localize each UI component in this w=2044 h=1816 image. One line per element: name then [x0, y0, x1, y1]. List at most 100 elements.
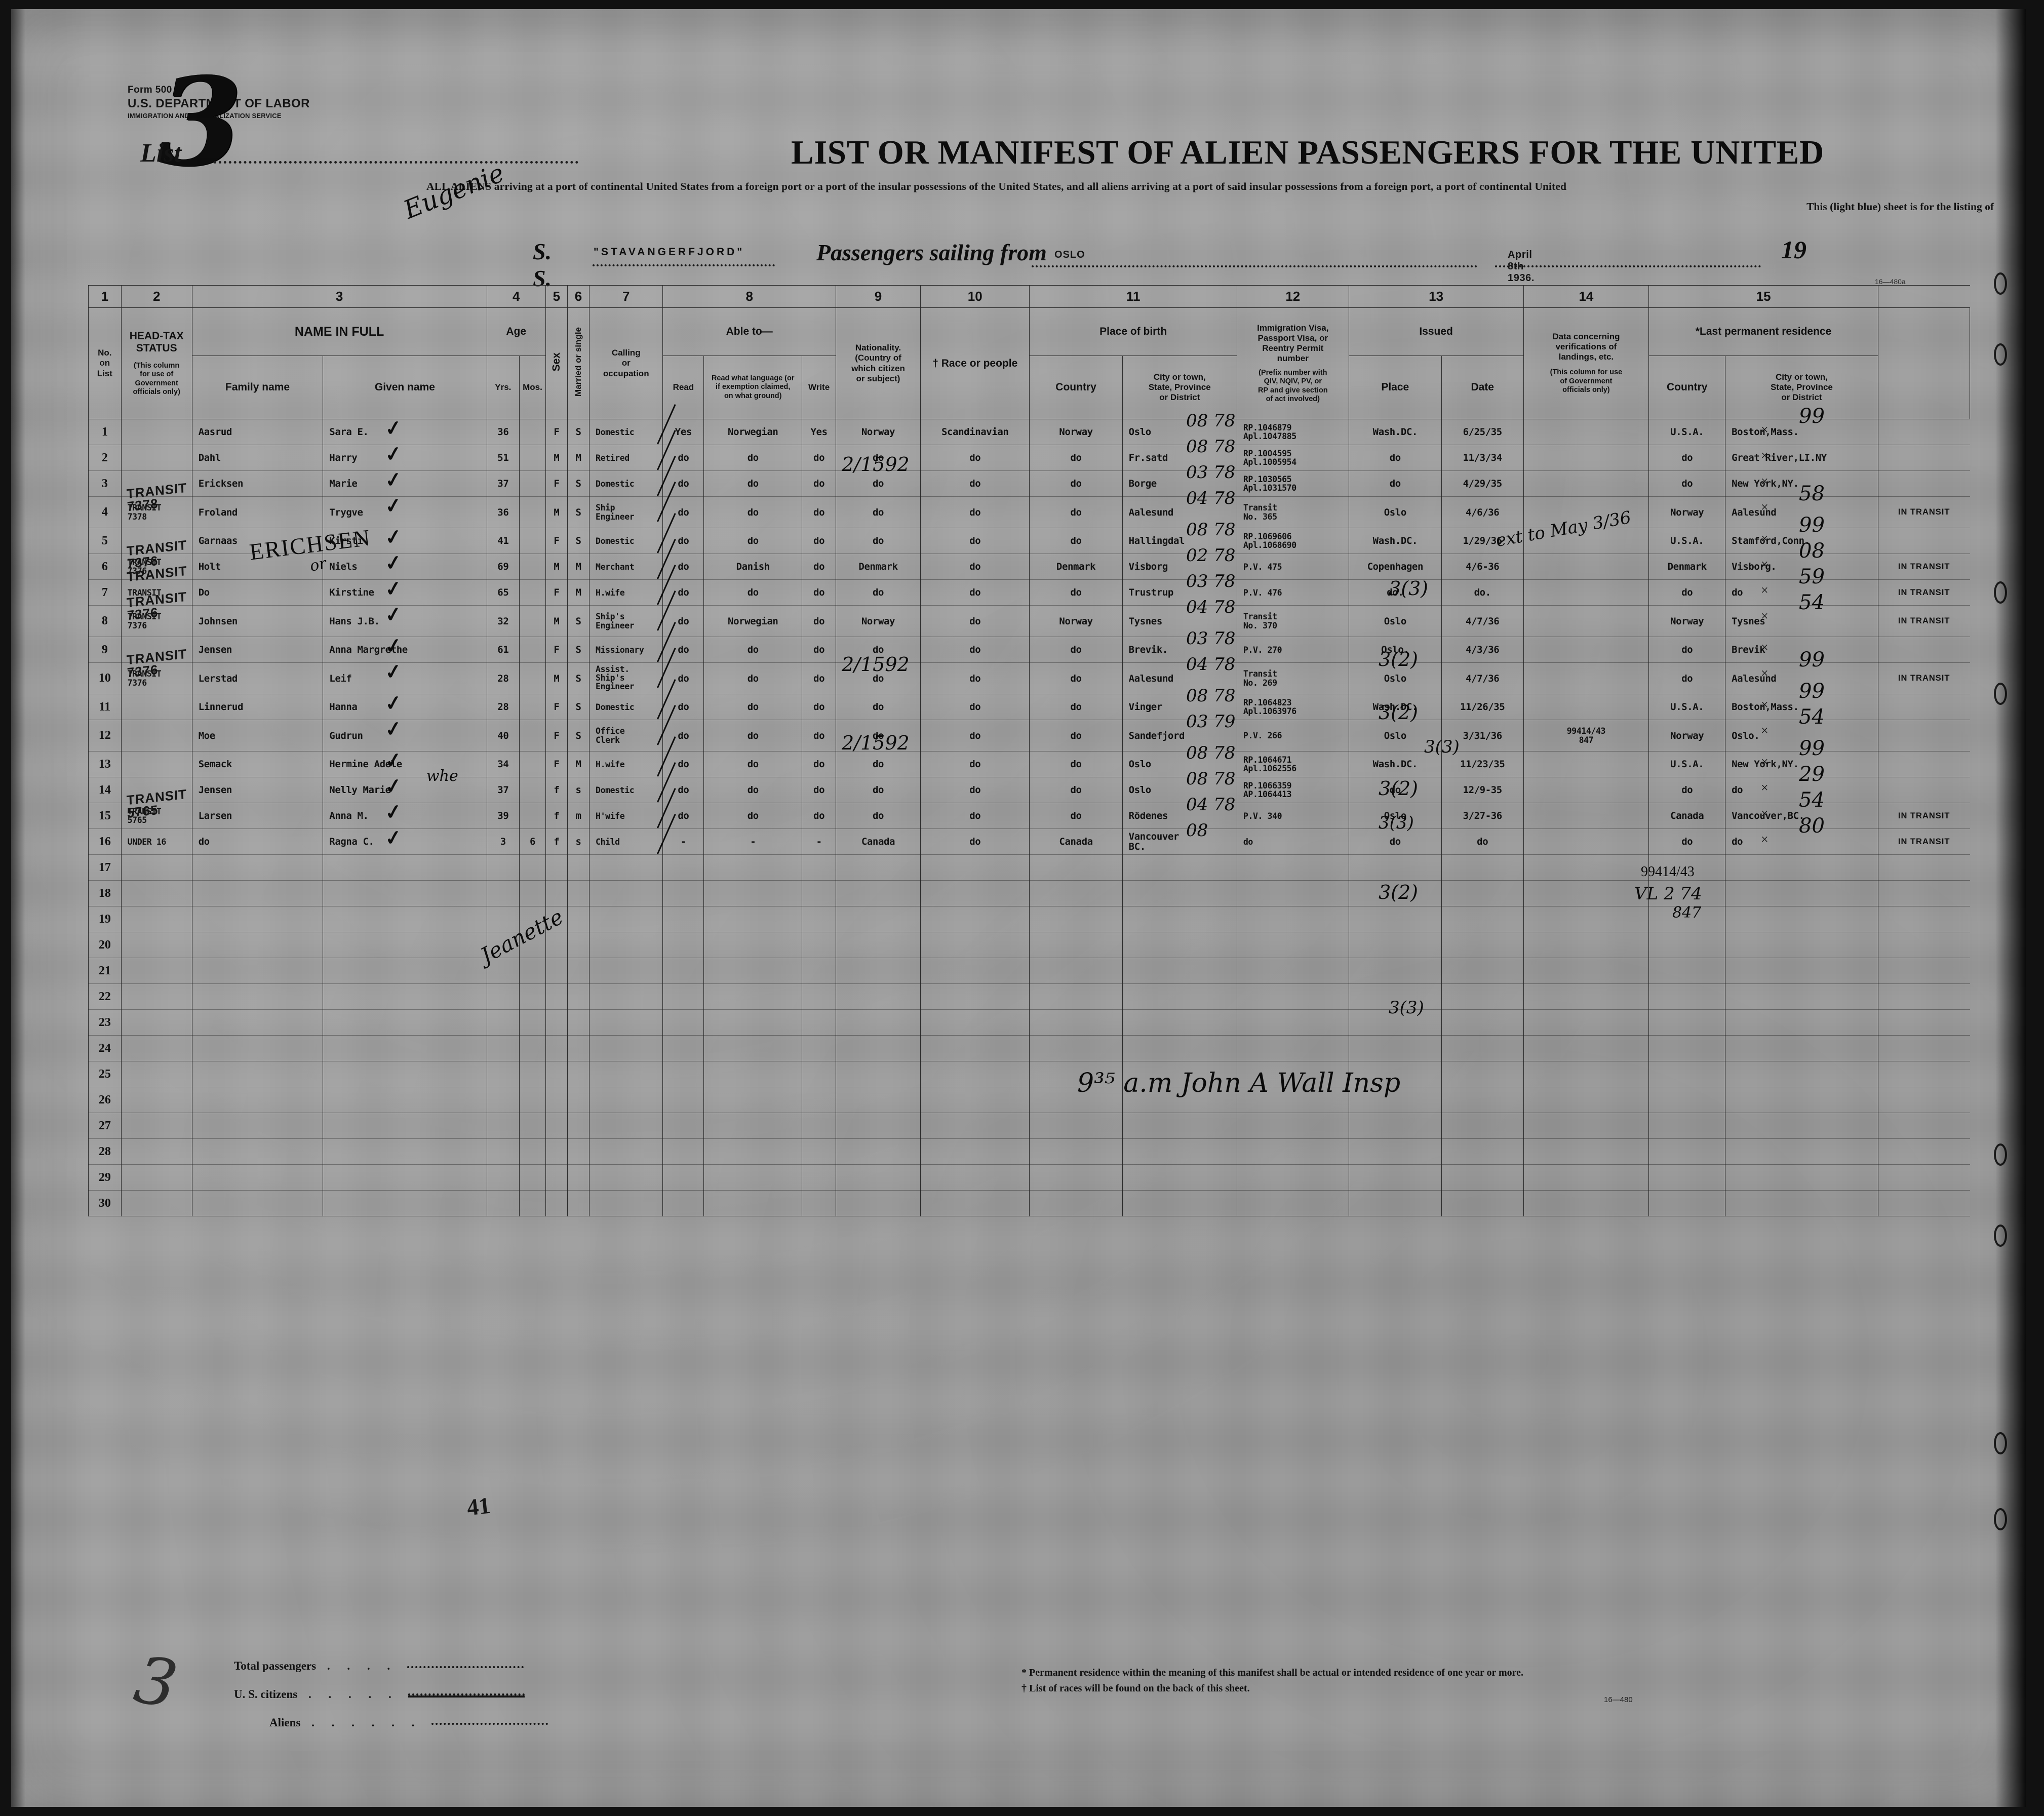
cell-verif	[1523, 419, 1649, 445]
cell-visa: RP.1066359 AP.1064413	[1236, 777, 1349, 803]
cell-issued-place: do	[1348, 777, 1442, 803]
cell-headtax	[121, 1164, 192, 1191]
header-race-or-people: † Race or people	[920, 307, 1030, 419]
cell-birth-city	[1122, 906, 1237, 932]
cell-write: do	[802, 803, 836, 829]
row-number: 16	[88, 828, 122, 855]
cell-birth-country	[1029, 958, 1123, 984]
cell-read: do	[662, 803, 704, 829]
cell-calling: Merchant	[589, 554, 663, 580]
cell-calling	[589, 1138, 663, 1165]
cell-ms: S	[567, 694, 590, 720]
cell-read: do	[662, 528, 704, 554]
cell-birth-country	[1029, 932, 1123, 958]
cell-issued-place: Oslo	[1348, 496, 1442, 528]
aliens-label: Aliens	[269, 1716, 301, 1729]
cell-lang	[703, 1061, 803, 1087]
sailing-port-rule	[1032, 265, 1477, 267]
cell-birth-city: Aalesund	[1122, 496, 1237, 528]
cell-mos	[519, 958, 546, 984]
cell-issued-place: Wash.DC.	[1348, 528, 1442, 554]
cell-res-city: Aalesund	[1725, 496, 1878, 528]
cell-res-city: Visborg.	[1725, 554, 1878, 580]
cell-verif	[1523, 932, 1649, 958]
cell-nationality	[835, 1087, 921, 1113]
cell-lang	[703, 932, 803, 958]
cell-race	[920, 1087, 1030, 1113]
cell-verif	[1523, 445, 1649, 471]
cell-nationality: Canada	[835, 828, 921, 855]
cell-birth-country: do	[1029, 777, 1123, 803]
cell-family	[191, 880, 324, 906]
cell-visa: P.V. 475	[1236, 554, 1349, 580]
cell-lang: Norwegian	[703, 419, 803, 445]
table-row: 16 UNDER 16 do Ragna C. 3 6 f s Child - - - Canada do…	[88, 828, 1970, 855]
header-place-of-birth: Place of birth	[1029, 307, 1237, 356]
cell-lang	[703, 983, 803, 1010]
cell-in-transit-stamp: IN TRANSIT	[1878, 579, 1970, 606]
cell-family: Linnerud	[191, 694, 324, 720]
cell-birth-city	[1122, 1190, 1237, 1216]
cell-sex: F	[545, 694, 568, 720]
cell-calling: Missionary	[589, 637, 663, 663]
cell-issued-place	[1348, 1035, 1442, 1061]
cell-res-city: Oslo.	[1725, 720, 1878, 752]
cell-in-transit-stamp	[1878, 932, 1970, 958]
cell-nationality: do	[835, 637, 921, 663]
cell-visa	[1236, 1087, 1349, 1113]
cell-in-transit-stamp	[1878, 1061, 1970, 1087]
cell-yrs	[486, 1113, 520, 1139]
cell-issued-date	[1441, 983, 1524, 1010]
colnum-5: 5	[545, 285, 568, 308]
cell-verif	[1523, 906, 1649, 932]
pencil-mark-41: 41	[465, 1492, 492, 1521]
cell-ms	[567, 1087, 590, 1113]
row-number: 3	[88, 470, 122, 497]
cell-headtax	[121, 1138, 192, 1165]
cell-family: Jensen	[191, 777, 324, 803]
cell-read: do	[662, 470, 704, 497]
cell-yrs: 28	[486, 662, 520, 694]
cell-verif	[1523, 751, 1649, 777]
cell-birth-country	[1029, 1138, 1123, 1165]
cell-verif	[1523, 1087, 1649, 1113]
cell-ms	[567, 906, 590, 932]
cell-birth-city: Visborg	[1122, 554, 1237, 580]
cell-res-country	[1648, 1035, 1726, 1061]
ss-label: S. S.	[533, 239, 552, 291]
cell-birth-country: do	[1029, 694, 1123, 720]
row-number: 15	[88, 803, 122, 829]
cell-calling	[589, 983, 663, 1010]
cell-birth-city	[1122, 1164, 1237, 1191]
cell-calling: Child	[589, 828, 663, 855]
form-code-top-right: 16—480a	[1875, 278, 1906, 286]
cell-given	[323, 1113, 487, 1139]
table-row: 10 TRANSIT 7376 Lerstad Leif 28 M S Assist. Shi…	[88, 662, 1970, 694]
cell-ms: M	[567, 445, 590, 471]
cell-read	[662, 906, 704, 932]
cell-headtax: TRANSIT 5765	[121, 803, 192, 829]
cell-res-country: U.S.A.	[1648, 419, 1726, 445]
cell-ms	[567, 854, 590, 881]
header-able-to: Able to—	[662, 307, 836, 356]
cell-verif	[1523, 777, 1649, 803]
cell-res-country	[1648, 1061, 1726, 1087]
form-agency-block: Form 500 C U.S. DEPARTMENT OF LABOR IMMI…	[128, 84, 310, 121]
cell-res-country: U.S.A.	[1648, 694, 1726, 720]
cell-sex	[545, 854, 568, 881]
cell-res-country	[1648, 906, 1726, 932]
header-name-in-full: NAME IN FULL	[191, 307, 487, 356]
title-subtitle-2: This (light blue) sheet is for the listi…	[1806, 201, 1994, 213]
cell-verif	[1523, 1164, 1649, 1191]
cell-family	[191, 1087, 324, 1113]
table-row: 1 Aasrud Sara E. 36 F S Domestic Yes Norwegian Ye…	[88, 419, 1970, 445]
cell-headtax	[121, 528, 192, 554]
service-label: IMMIGRATION AND NATURALIZATION SERVICE	[128, 112, 282, 120]
cell-family: Moe	[191, 720, 324, 752]
cell-birth-country	[1029, 1113, 1123, 1139]
row-number: 24	[88, 1035, 122, 1061]
cell-res-city: Tysnes	[1725, 605, 1878, 637]
colnum-6: 6	[567, 285, 590, 308]
row-number: 23	[88, 1009, 122, 1036]
